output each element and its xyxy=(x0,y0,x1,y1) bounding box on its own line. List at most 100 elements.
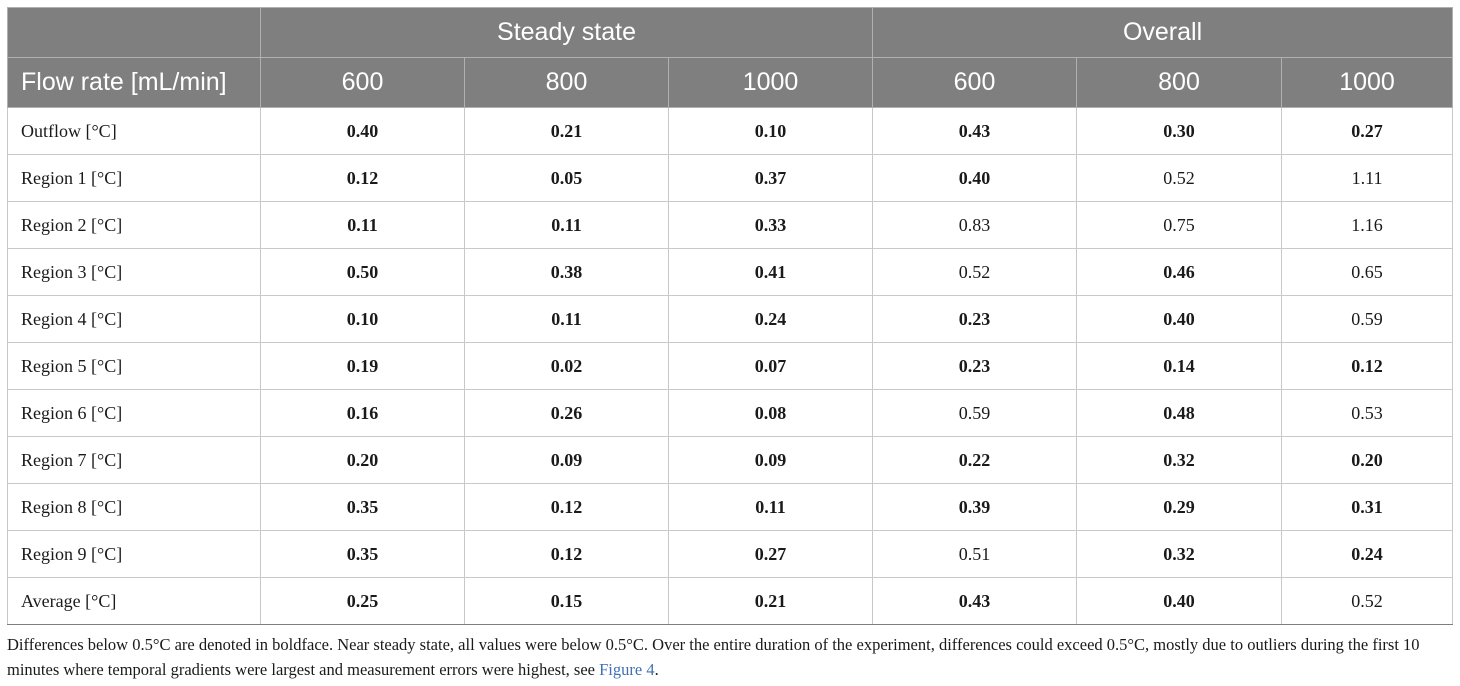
table-cell: 0.27 xyxy=(1281,107,1454,155)
column-header: 800 xyxy=(464,57,669,108)
table-cell: 0.12 xyxy=(464,483,669,531)
table-cell: 0.40 xyxy=(1076,577,1283,625)
table-cell: 0.46 xyxy=(1076,248,1283,296)
table-cell: 0.38 xyxy=(464,248,669,296)
table-cell: 1.11 xyxy=(1281,154,1454,202)
table-cell: 0.43 xyxy=(872,577,1078,625)
figure-4-link[interactable]: Figure 4 xyxy=(599,660,655,679)
table-cell: 0.26 xyxy=(464,389,669,437)
table-cell: 0.12 xyxy=(1281,342,1454,390)
table-cell: 0.14 xyxy=(1076,342,1283,390)
table-cell: 0.52 xyxy=(1076,154,1283,202)
row-label: Region 9 [°C] xyxy=(7,530,261,578)
table-cell: 0.27 xyxy=(667,530,874,578)
table-row: Region 4 [°C] 0.10 0.11 0.24 0.23 0.40 0.59 xyxy=(7,295,1454,343)
table-cell: 1.16 xyxy=(1281,201,1454,249)
table-row: Region 1 [°C] 0.12 0.05 0.37 0.40 0.52 1.11 xyxy=(7,154,1454,202)
table-cell: 0.37 xyxy=(667,154,874,202)
table-row: Region 3 [°C] 0.50 0.38 0.41 0.52 0.46 0.65 xyxy=(7,248,1454,296)
group-header-row: Steady state Overall xyxy=(7,7,1454,58)
data-table: Steady state Overall Flow rate [mL/min] … xyxy=(7,7,1454,625)
row-label: Region 5 [°C] xyxy=(7,342,261,390)
table-cell: 0.07 xyxy=(667,342,874,390)
column-header: 800 xyxy=(1076,57,1283,108)
table-cell: 0.40 xyxy=(1076,295,1283,343)
table-cell: 0.09 xyxy=(464,436,669,484)
row-label: Region 7 [°C] xyxy=(7,436,261,484)
row-label: Region 3 [°C] xyxy=(7,248,261,296)
row-label: Region 4 [°C] xyxy=(7,295,261,343)
table-cell: 0.31 xyxy=(1281,483,1454,531)
group-header-overall: Overall xyxy=(872,7,1454,58)
table-cell: 0.40 xyxy=(872,154,1078,202)
row-label: Region 8 [°C] xyxy=(7,483,261,531)
table-cell: 0.65 xyxy=(1281,248,1454,296)
table-cell: 0.10 xyxy=(260,295,465,343)
row-header-label: Flow rate [mL/min] xyxy=(7,57,261,108)
table-cell: 0.19 xyxy=(260,342,465,390)
row-label: Region 6 [°C] xyxy=(7,389,261,437)
table-cell: 0.83 xyxy=(872,201,1078,249)
column-header-row: Flow rate [mL/min] 600 800 1000 600 800 … xyxy=(7,57,1454,108)
table-cell: 0.02 xyxy=(464,342,669,390)
table-cell: 0.11 xyxy=(260,201,465,249)
table-cell: 0.32 xyxy=(1076,530,1283,578)
table-cell: 0.11 xyxy=(464,295,669,343)
footnote-text: Differences below 0.5°C are denoted in b… xyxy=(7,635,1420,679)
table-row: Region 7 [°C] 0.20 0.09 0.09 0.22 0.32 0.20 xyxy=(7,436,1454,484)
table-cell: 0.59 xyxy=(872,389,1078,437)
table-row: Region 2 [°C] 0.11 0.11 0.33 0.83 0.75 1.16 xyxy=(7,201,1454,249)
table-cell: 0.12 xyxy=(464,530,669,578)
table-cell: 0.35 xyxy=(260,483,465,531)
table-row: Outflow [°C] 0.40 0.21 0.10 0.43 0.30 0.27 xyxy=(7,107,1454,155)
table-cell: 0.24 xyxy=(1281,530,1454,578)
table-body: Outflow [°C] 0.40 0.21 0.10 0.43 0.30 0.27 Regi… xyxy=(7,107,1454,625)
header-corner-empty xyxy=(7,7,261,58)
table-cell: 0.40 xyxy=(260,107,465,155)
table-cell: 0.48 xyxy=(1076,389,1283,437)
table-cell: 0.16 xyxy=(260,389,465,437)
table-footnote: Differences below 0.5°C are denoted in b… xyxy=(7,632,1455,682)
table-cell: 0.21 xyxy=(464,107,669,155)
table-row: Average [°C] 0.25 0.15 0.21 0.43 0.40 0.52 xyxy=(7,577,1454,625)
table-cell: 0.10 xyxy=(667,107,874,155)
table-cell: 0.05 xyxy=(464,154,669,202)
table-cell: 0.35 xyxy=(260,530,465,578)
table-cell: 0.21 xyxy=(667,577,874,625)
table-cell: 0.75 xyxy=(1076,201,1283,249)
column-header: 1000 xyxy=(667,57,874,108)
table-row: Region 5 [°C] 0.19 0.02 0.07 0.23 0.14 0.12 xyxy=(7,342,1454,390)
table-cell: 0.23 xyxy=(872,342,1078,390)
table-cell: 0.59 xyxy=(1281,295,1454,343)
group-header-steady-state: Steady state xyxy=(259,7,874,58)
table-cell: 0.15 xyxy=(464,577,669,625)
table-cell: 0.12 xyxy=(260,154,465,202)
column-header: 1000 xyxy=(1281,57,1454,108)
row-label: Region 2 [°C] xyxy=(7,201,261,249)
table-cell: 0.09 xyxy=(667,436,874,484)
table-cell: 0.11 xyxy=(464,201,669,249)
row-label: Region 1 [°C] xyxy=(7,154,261,202)
table-cell: 0.24 xyxy=(667,295,874,343)
table-cell: 0.32 xyxy=(1076,436,1283,484)
table-row: Region 9 [°C] 0.35 0.12 0.27 0.51 0.32 0.24 xyxy=(7,530,1454,578)
table-cell: 0.30 xyxy=(1076,107,1283,155)
table-cell: 0.08 xyxy=(667,389,874,437)
table-cell: 0.53 xyxy=(1281,389,1454,437)
table-cell: 0.23 xyxy=(872,295,1078,343)
table-row: Region 8 [°C] 0.35 0.12 0.11 0.39 0.29 0.31 xyxy=(7,483,1454,531)
table-cell: 0.20 xyxy=(1281,436,1454,484)
table-cell: 0.43 xyxy=(872,107,1078,155)
table-cell: 0.52 xyxy=(1281,577,1454,625)
table-cell: 0.39 xyxy=(872,483,1078,531)
table-cell: 0.50 xyxy=(260,248,465,296)
row-label: Outflow [°C] xyxy=(7,107,261,155)
table-cell: 0.11 xyxy=(667,483,874,531)
footnote-end: . xyxy=(654,660,659,679)
table-cell: 0.29 xyxy=(1076,483,1283,531)
table-cell: 0.33 xyxy=(667,201,874,249)
table-cell: 0.25 xyxy=(260,577,465,625)
row-label: Average [°C] xyxy=(7,577,261,625)
column-header: 600 xyxy=(872,57,1078,108)
table-row: Region 6 [°C] 0.16 0.26 0.08 0.59 0.48 0.53 xyxy=(7,389,1454,437)
